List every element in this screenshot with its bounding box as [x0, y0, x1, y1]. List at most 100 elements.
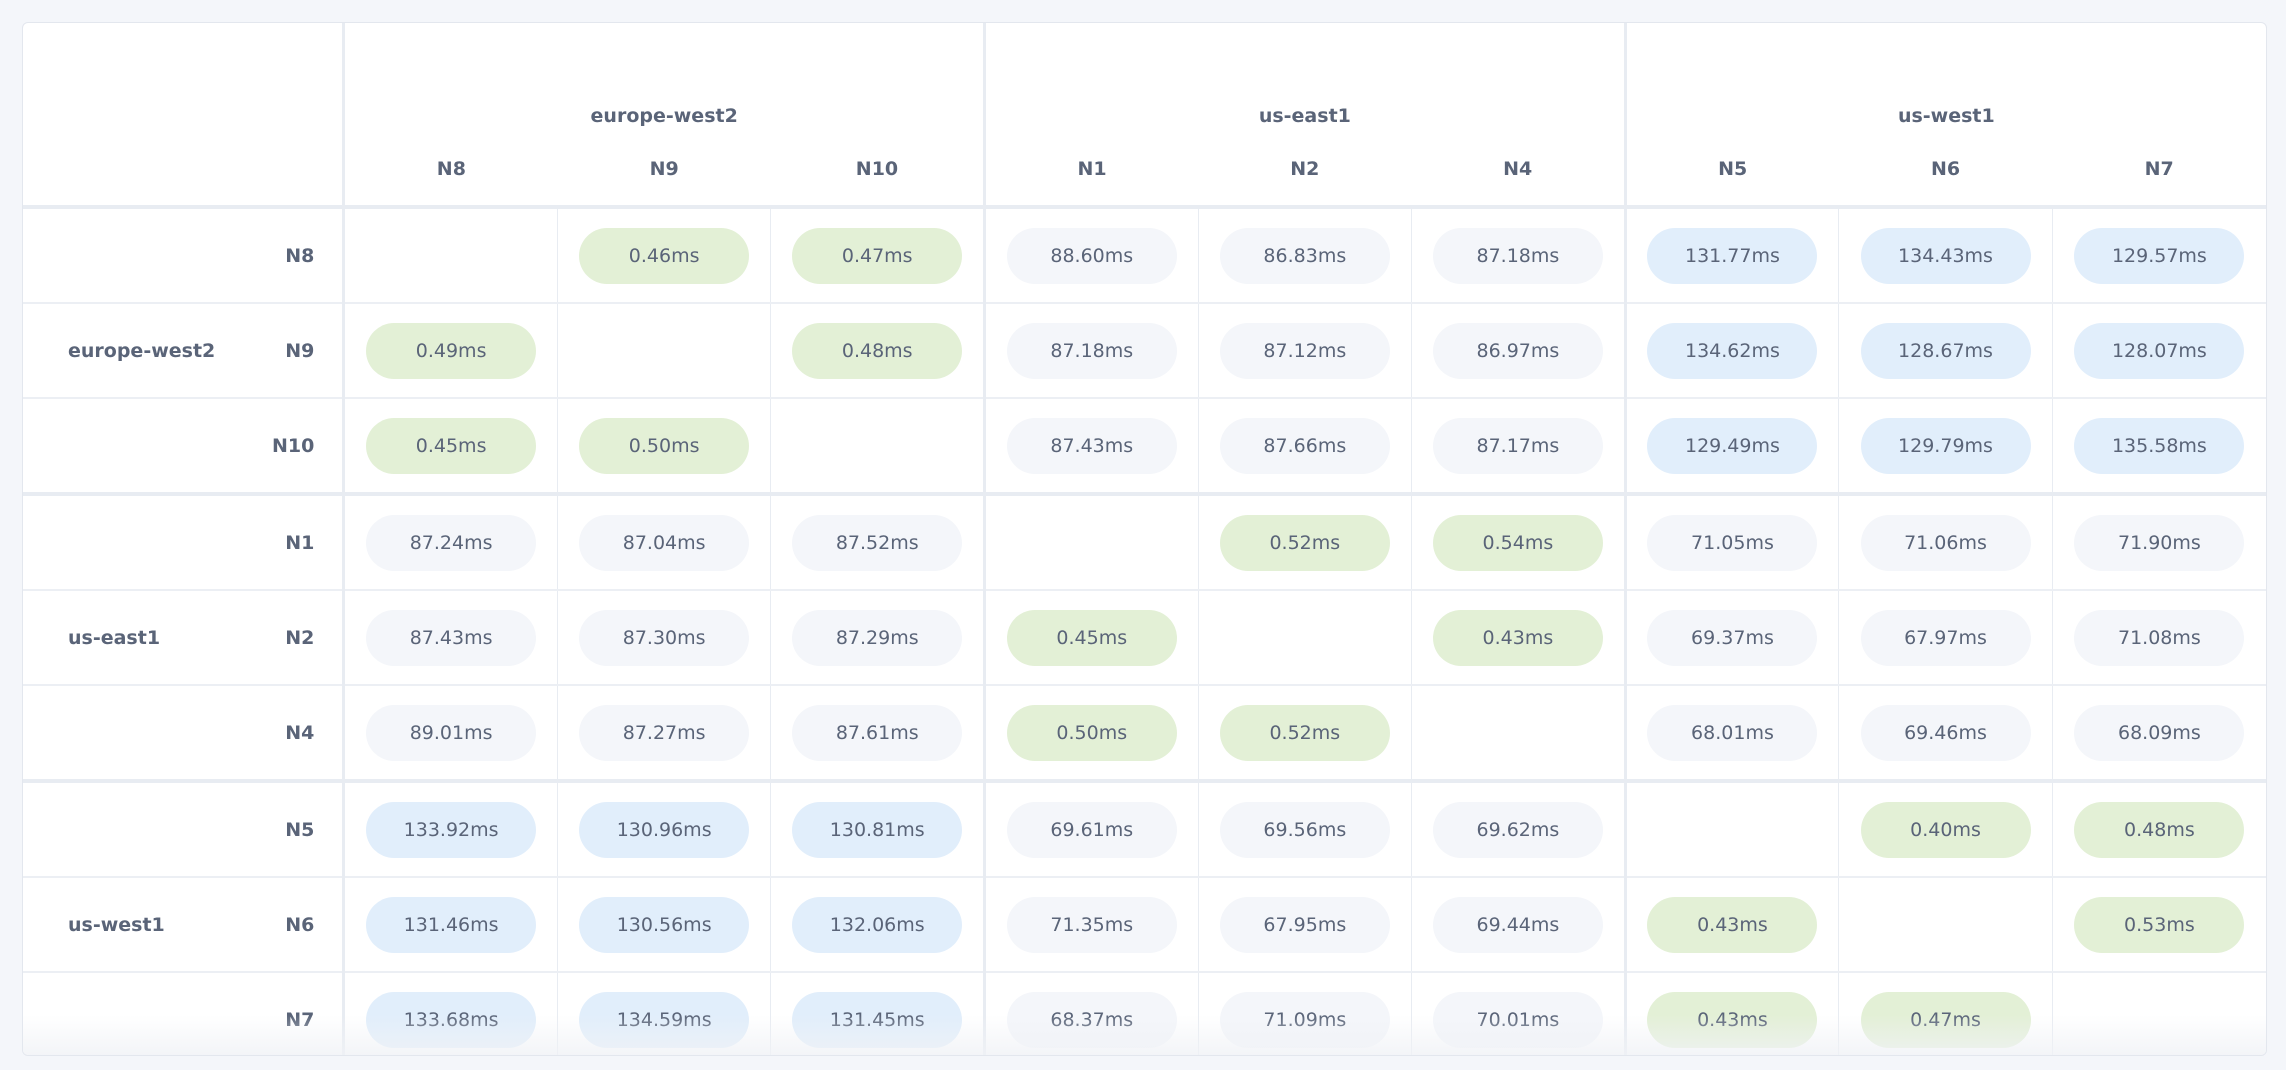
column-node-header[interactable]: N4	[1503, 158, 1533, 180]
latency-badge[interactable]: 67.97ms	[1860, 609, 2031, 666]
latency-badge[interactable]: 0.50ms	[579, 417, 750, 474]
latency-badge[interactable]: 131.46ms	[366, 896, 537, 953]
latency-badge[interactable]: 0.48ms	[2074, 801, 2245, 858]
latency-badge[interactable]: 0.43ms	[1647, 896, 1818, 953]
latency-badge[interactable]: 86.83ms	[1219, 227, 1390, 284]
latency-badge[interactable]: 131.45ms	[792, 991, 963, 1048]
latency-badge[interactable]: 87.29ms	[792, 609, 963, 666]
latency-badge[interactable]: 67.95ms	[1219, 896, 1390, 953]
row-node-label[interactable]: N5	[285, 818, 315, 841]
latency-badge[interactable]: 0.45ms	[366, 417, 537, 474]
latency-badge[interactable]: 69.61ms	[1006, 801, 1177, 858]
column-node-header[interactable]: N8	[436, 158, 466, 180]
row-node-label[interactable]: N1	[285, 531, 315, 554]
latency-badge[interactable]: 89.01ms	[366, 704, 537, 761]
column-node-header[interactable]: N5	[1623, 133, 1839, 207]
latency-badge[interactable]: 130.81ms	[792, 801, 963, 858]
latency-badge[interactable]: 0.50ms	[1006, 704, 1177, 761]
latency-badge[interactable]: 87.18ms	[1432, 227, 1603, 284]
row-node-label[interactable]: N6	[285, 913, 315, 936]
latency-badge[interactable]: 128.07ms	[2074, 322, 2245, 379]
latency-badge[interactable]: 134.43ms	[1860, 227, 2031, 284]
latency-badge[interactable]: 87.24ms	[366, 514, 537, 571]
latency-badge[interactable]: 71.09ms	[1219, 991, 1390, 1048]
row-node-label[interactable]: N10	[272, 434, 315, 457]
latency-badge[interactable]: 71.08ms	[2074, 609, 2245, 666]
latency-badge[interactable]: 69.62ms	[1432, 801, 1603, 858]
column-node-header[interactable]: N6	[1930, 158, 1961, 180]
latency-badge[interactable]: 133.92ms	[366, 801, 537, 858]
latency-badge[interactable]: 0.53ms	[2074, 896, 2245, 953]
latency-badge[interactable]: 70.01ms	[1432, 991, 1603, 1048]
latency-badge[interactable]: 69.37ms	[1647, 609, 1818, 666]
latency-badge[interactable]: 86.97ms	[1432, 322, 1603, 379]
latency-badge[interactable]: 0.43ms	[1432, 609, 1603, 666]
latency-badge[interactable]: 0.43ms	[1647, 991, 1818, 1048]
latency-badge[interactable]: 68.09ms	[2074, 704, 2245, 761]
latency-badge[interactable]: 131.77ms	[1647, 227, 1818, 284]
latency-badge[interactable]: 0.47ms	[792, 227, 963, 284]
latency-badge[interactable]: 128.67ms	[1860, 322, 2031, 379]
row-node-label[interactable]: N8	[285, 244, 315, 267]
row-node-label[interactable]: N2	[285, 626, 315, 649]
latency-badge[interactable]: 0.46ms	[579, 227, 750, 284]
latency-badge[interactable]: 0.47ms	[1860, 991, 2031, 1048]
column-node-header[interactable]: N9	[649, 158, 679, 180]
latency-badge[interactable]: 87.43ms	[366, 609, 537, 666]
latency-badge[interactable]: 87.27ms	[579, 704, 750, 761]
latency-badge[interactable]: 130.96ms	[579, 801, 750, 858]
latency-badge[interactable]: 68.01ms	[1647, 704, 1818, 761]
row-node-label[interactable]: N4	[285, 721, 315, 744]
column-node-header[interactable]: N7	[2144, 158, 2174, 180]
latency-badge[interactable]: 129.49ms	[1647, 417, 1818, 474]
latency-badge[interactable]: 129.57ms	[2074, 227, 2245, 284]
latency-badge[interactable]: 0.40ms	[1860, 801, 2031, 858]
latency-cell: 87.29ms	[770, 590, 985, 686]
latency-badge[interactable]: 87.52ms	[792, 514, 963, 571]
latency-badge[interactable]: 0.54ms	[1432, 514, 1603, 571]
latency-cell: 70.01ms	[1411, 972, 1626, 1055]
row-header: N10	[23, 398, 346, 496]
latency-cell: 67.95ms	[1197, 877, 1412, 973]
latency-badge[interactable]: 87.12ms	[1219, 322, 1390, 379]
latency-badge[interactable]: 129.79ms	[1860, 417, 2031, 474]
latency-badge[interactable]: 71.90ms	[2074, 514, 2245, 571]
latency-badge[interactable]: 87.18ms	[1006, 322, 1177, 379]
latency-badge[interactable]: 71.06ms	[1860, 514, 2031, 571]
latency-badge[interactable]: 134.62ms	[1647, 322, 1818, 379]
latency-badge[interactable]: 133.68ms	[366, 991, 537, 1048]
latency-badge[interactable]: 130.56ms	[579, 896, 750, 953]
latency-cell: 87.12ms	[1197, 303, 1412, 399]
latency-badge[interactable]: 0.48ms	[792, 322, 963, 379]
latency-badge[interactable]: 135.58ms	[2074, 417, 2245, 474]
latency-badge[interactable]: 87.66ms	[1219, 417, 1390, 474]
column-node-header[interactable]: N1	[983, 133, 1199, 207]
latency-badge[interactable]: 69.46ms	[1860, 704, 2031, 761]
latency-badge[interactable]: 88.60ms	[1006, 227, 1177, 284]
latency-badge[interactable]: 87.17ms	[1432, 417, 1603, 474]
latency-cell: 0.40ms	[1838, 781, 2053, 878]
latency-badge[interactable]: 0.49ms	[366, 322, 537, 379]
latency-badge[interactable]: 87.30ms	[579, 609, 750, 666]
latency-badge[interactable]: 71.05ms	[1647, 514, 1818, 571]
latency-badge[interactable]: 0.45ms	[1006, 609, 1177, 666]
column-node-header[interactable]: N10	[855, 158, 899, 180]
latency-badge[interactable]: 71.35ms	[1006, 896, 1177, 953]
latency-badge[interactable]: 68.37ms	[1006, 991, 1177, 1048]
row-node-label[interactable]: N9	[285, 339, 315, 362]
latency-badge[interactable]: 87.04ms	[579, 514, 750, 571]
latency-badge[interactable]: 0.52ms	[1219, 704, 1390, 761]
latency-cell: 0.46ms	[556, 207, 771, 304]
latency-badge[interactable]: 69.56ms	[1219, 801, 1390, 858]
latency-badge[interactable]: 0.52ms	[1219, 514, 1390, 571]
latency-matrix-table: europe-west2 us-east1 us-west1 N8 N9 N10 N1 N2 N…	[23, 23, 2266, 1055]
latency-badge[interactable]: 87.61ms	[792, 704, 963, 761]
row-node-label[interactable]: N7	[285, 1008, 315, 1031]
latency-badge[interactable]: 69.44ms	[1432, 896, 1603, 953]
latency-cell: 87.18ms	[1411, 207, 1626, 304]
latency-badge[interactable]: 134.59ms	[579, 991, 750, 1048]
latency-badge[interactable]: 87.43ms	[1006, 417, 1177, 474]
latency-badge[interactable]: 132.06ms	[792, 896, 963, 953]
row-header: N7	[23, 972, 346, 1055]
column-node-header[interactable]: N2	[1290, 158, 1320, 180]
